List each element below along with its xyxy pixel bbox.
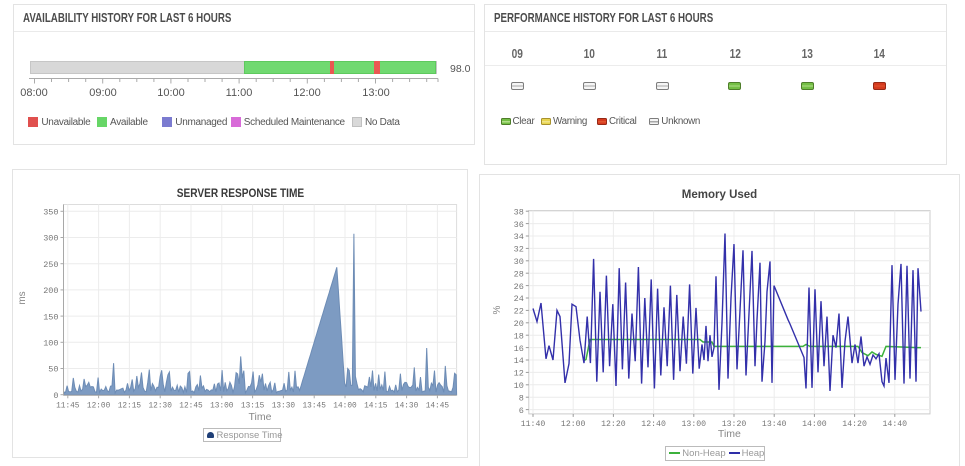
svg-text:13:20: 13:20: [722, 420, 747, 429]
svg-text:30: 30: [514, 257, 524, 267]
svg-text:38: 38: [514, 207, 524, 217]
svg-text:12:00: 12:00: [87, 403, 111, 411]
svg-text:Time: Time: [249, 411, 272, 423]
svg-text:13:40: 13:40: [762, 420, 787, 429]
svg-text:22: 22: [514, 307, 524, 317]
svg-text:18: 18: [514, 331, 524, 341]
svg-text:20: 20: [514, 319, 524, 329]
svg-text:14:15: 14:15: [364, 403, 388, 411]
svg-text:16: 16: [514, 344, 524, 354]
svg-text:12:15: 12:15: [118, 403, 142, 411]
svg-text:300: 300: [43, 234, 58, 244]
svg-text:14:30: 14:30: [395, 403, 419, 411]
svg-text:13:00: 13:00: [682, 420, 707, 429]
svg-text:14:20: 14:20: [842, 420, 867, 429]
svg-text:10: 10: [514, 381, 524, 391]
svg-text:28: 28: [514, 269, 524, 279]
svg-text:13:15: 13:15: [241, 403, 265, 411]
svg-text:6: 6: [519, 406, 524, 416]
svg-text:250: 250: [43, 260, 58, 270]
svg-text:32: 32: [514, 245, 524, 255]
svg-text:Time: Time: [718, 428, 741, 440]
svg-text:14:45: 14:45: [426, 403, 450, 411]
svg-text:0: 0: [53, 391, 58, 401]
svg-text:150: 150: [43, 312, 58, 322]
svg-text:8: 8: [519, 393, 524, 403]
svg-text:12: 12: [514, 369, 524, 379]
svg-text:50: 50: [48, 365, 58, 375]
svg-text:200: 200: [43, 286, 58, 296]
svg-text:350: 350: [43, 208, 58, 218]
svg-text:13:00: 13:00: [210, 403, 234, 411]
svg-text:14: 14: [514, 356, 524, 366]
svg-text:13:30: 13:30: [272, 403, 296, 411]
svg-text:12:30: 12:30: [148, 403, 172, 411]
svg-text:100: 100: [43, 339, 58, 349]
svg-text:26: 26: [514, 282, 524, 292]
svg-text:13:45: 13:45: [302, 403, 326, 411]
svg-text:14:40: 14:40: [883, 420, 908, 429]
svg-text:36: 36: [514, 220, 524, 230]
svg-text:11:40: 11:40: [521, 420, 546, 429]
svg-text:11:45: 11:45: [56, 403, 80, 411]
svg-text:34: 34: [514, 232, 524, 242]
svg-text:14:00: 14:00: [802, 420, 827, 429]
svg-text:12:00: 12:00: [561, 420, 586, 429]
svg-text:24: 24: [514, 294, 524, 304]
svg-text:12:20: 12:20: [601, 420, 626, 429]
svg-text:12:40: 12:40: [641, 420, 666, 429]
svg-text:14:00: 14:00: [333, 403, 357, 411]
svg-text:%: %: [492, 305, 503, 314]
svg-text:12:45: 12:45: [179, 403, 203, 411]
svg-text:ms: ms: [17, 291, 28, 304]
